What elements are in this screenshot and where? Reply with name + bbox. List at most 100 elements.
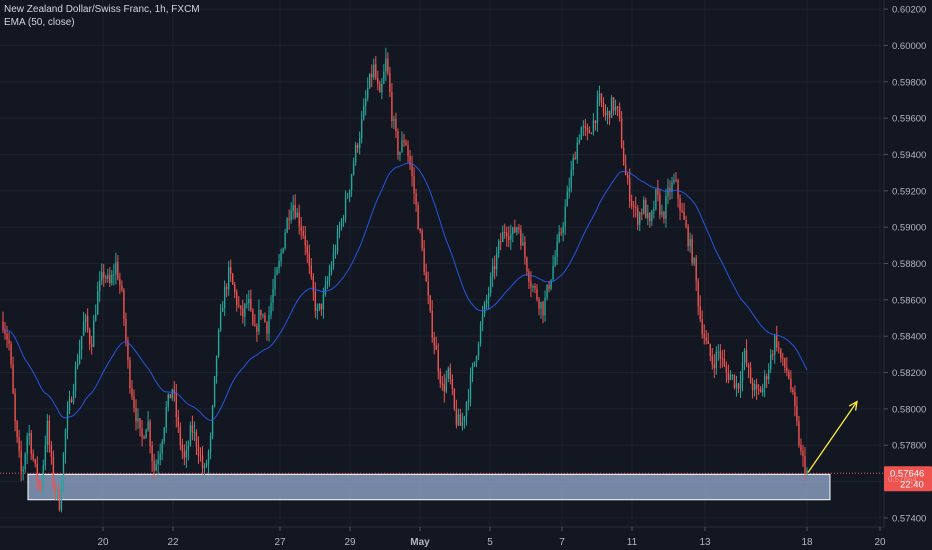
candle-body [8,339,10,344]
candle-body [356,145,359,149]
candle-body [254,324,256,327]
candle-body [739,380,742,389]
candle-body [693,257,695,264]
candle-body [556,241,558,257]
candle-body [6,333,8,340]
candle-body [604,111,607,116]
support-zone[interactable] [27,473,831,501]
candle-body [215,355,218,377]
ema-line [2,162,808,422]
candle-body [661,211,663,215]
candle-body [195,431,198,447]
candle-body [36,463,38,481]
candle-body [407,145,409,156]
candle-body [397,131,399,155]
candle-body [141,428,143,437]
candle-body [534,286,536,289]
candle-body [46,420,49,446]
candle-body [274,274,276,290]
candle-body [701,319,703,335]
candle-body [697,280,699,306]
candle-body [157,459,159,465]
candle-body [177,417,180,427]
candle-body [626,175,629,179]
candle-body [516,227,518,233]
candle-body [147,421,149,430]
candle-body [232,273,234,285]
candle-body [90,344,93,347]
candle-body [614,106,617,111]
candle-body [526,257,528,272]
candle-body [624,164,627,176]
yellow-arrow[interactable] [807,400,858,473]
time-axis-background [0,527,932,550]
price-axis[interactable]: 0.574000.576000.578000.580000.582000.584… [883,0,932,550]
candle-body [405,142,407,146]
candle-body [608,110,611,118]
candle-body [10,343,12,365]
candle-body [709,344,711,356]
candle-body [264,314,266,323]
candle-body [167,394,169,408]
candle-body [433,337,435,346]
candle-body [582,126,585,128]
candle-body [62,453,65,488]
candle-body [60,487,63,510]
candle-body [727,372,730,380]
candle-body [340,219,343,229]
candle-body [107,274,109,279]
arrow-head [848,400,858,411]
candle-body [677,180,679,199]
candle-body [360,119,363,139]
candle-body [395,118,397,132]
candle-body [302,230,304,236]
candle-body [679,198,681,211]
candle-body [155,464,157,471]
candle-body [725,365,728,373]
candle-body [588,130,591,134]
candle-body [467,398,470,403]
candle-body [22,469,24,472]
price-tick-label: 0.58800 [892,259,926,270]
candle-body [759,389,762,393]
candle-body [143,436,145,439]
candle-body [250,298,252,310]
candle-body [191,425,194,433]
candle-body [268,315,270,334]
time-axis[interactable]: 20 22 27 29 May 5 7 11 13 18 20 [0,526,932,550]
candle-body [38,480,40,486]
candle-body [24,453,26,470]
candle-body [465,402,468,417]
candle-body [119,278,121,286]
candle-body [375,64,377,79]
candle-body [225,286,228,290]
symbol-title: New Zealand Dollar/Swiss Franc, 1h, FXCM [4,4,200,15]
candle-body [276,268,278,275]
candle-body [463,416,466,422]
candle-body [294,205,296,218]
candle-body [421,230,423,249]
candle-body [497,241,500,253]
candle-body [502,232,504,242]
candle-body [786,367,788,372]
candle-body [78,349,81,364]
candle-body [653,209,655,212]
time-tick-label: 11 [627,537,638,548]
candle-body [221,307,224,312]
candle-body [288,218,290,221]
candle-body [117,262,119,279]
candle-body [318,303,321,309]
candle-body [643,200,645,214]
candle-body [161,441,163,454]
candle-body [441,383,443,385]
candle-body [568,188,570,192]
time-tick-label: 27 [274,537,286,548]
candle-body [796,406,798,422]
candle-body [205,463,208,466]
time-tick-label: 18 [801,537,813,548]
candle-body [453,389,456,409]
candle-body [371,73,373,78]
candle-body [554,256,556,266]
